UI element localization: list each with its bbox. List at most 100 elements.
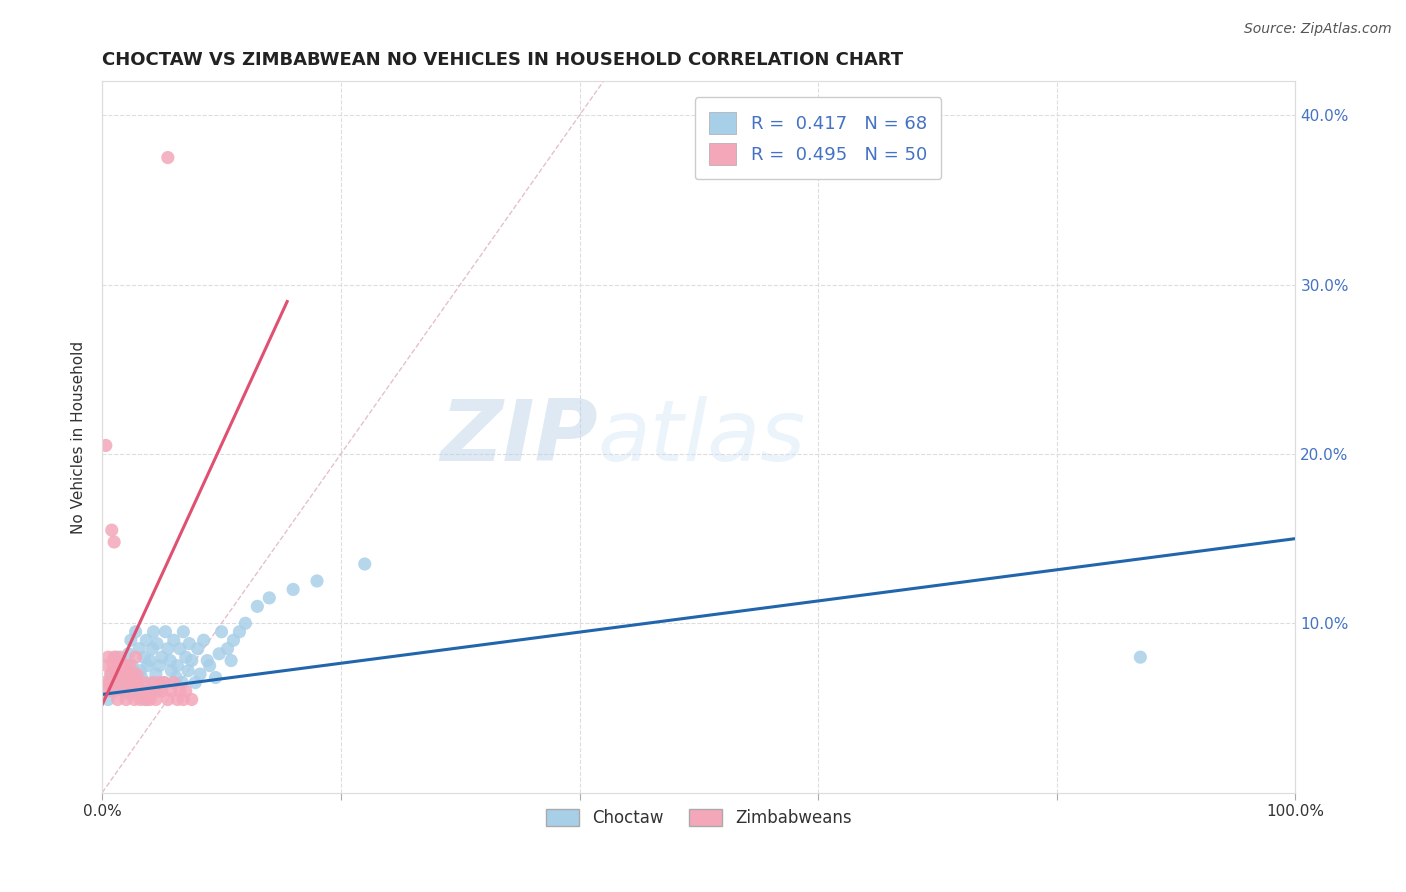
Point bbox=[132, 650, 155, 665]
Point bbox=[100, 667, 122, 681]
Point bbox=[235, 616, 257, 631]
Point bbox=[131, 671, 153, 685]
Point bbox=[169, 684, 191, 698]
Point bbox=[172, 624, 194, 639]
Point bbox=[103, 650, 125, 665]
Point bbox=[103, 535, 125, 549]
Point bbox=[219, 654, 242, 668]
Point bbox=[150, 684, 173, 698]
Point bbox=[97, 650, 120, 665]
Point bbox=[150, 650, 173, 665]
Point bbox=[110, 675, 132, 690]
Point bbox=[136, 684, 159, 698]
Point bbox=[139, 654, 162, 668]
Point bbox=[142, 675, 165, 690]
Point bbox=[193, 633, 215, 648]
Point bbox=[217, 641, 239, 656]
Point bbox=[259, 591, 281, 605]
Point bbox=[98, 675, 121, 690]
Point bbox=[148, 684, 170, 698]
Point bbox=[124, 624, 146, 639]
Point bbox=[159, 654, 181, 668]
Point bbox=[169, 641, 191, 656]
Point bbox=[211, 624, 233, 639]
Point bbox=[124, 692, 146, 706]
Point bbox=[124, 650, 146, 665]
Point bbox=[153, 675, 176, 690]
Point bbox=[107, 692, 129, 706]
Text: atlas: atlas bbox=[598, 395, 806, 478]
Point bbox=[195, 654, 218, 668]
Point bbox=[122, 675, 145, 690]
Point bbox=[100, 667, 122, 681]
Point bbox=[94, 438, 117, 452]
Point bbox=[111, 675, 134, 690]
Point bbox=[117, 647, 139, 661]
Point bbox=[111, 667, 134, 681]
Point bbox=[145, 692, 167, 706]
Point bbox=[118, 658, 141, 673]
Point bbox=[184, 675, 207, 690]
Point bbox=[172, 675, 194, 690]
Point bbox=[155, 624, 177, 639]
Point bbox=[120, 684, 142, 698]
Point bbox=[103, 684, 125, 698]
Point bbox=[127, 675, 149, 690]
Point bbox=[104, 675, 127, 690]
Point bbox=[141, 684, 163, 698]
Point bbox=[121, 667, 143, 681]
Point bbox=[180, 654, 202, 668]
Point bbox=[108, 650, 131, 665]
Point bbox=[148, 658, 170, 673]
Point bbox=[129, 692, 152, 706]
Point bbox=[131, 684, 153, 698]
Point bbox=[100, 523, 122, 537]
Point bbox=[156, 151, 179, 165]
Point bbox=[120, 633, 142, 648]
Point bbox=[121, 658, 143, 673]
Point bbox=[208, 647, 231, 661]
Point bbox=[139, 675, 162, 690]
Point bbox=[153, 675, 176, 690]
Point bbox=[105, 650, 128, 665]
Point bbox=[100, 684, 122, 698]
Text: Source: ZipAtlas.com: Source: ZipAtlas.com bbox=[1244, 22, 1392, 37]
Point bbox=[125, 667, 148, 681]
Point bbox=[246, 599, 269, 614]
Point bbox=[117, 671, 139, 685]
Point bbox=[222, 633, 245, 648]
Point bbox=[160, 664, 183, 678]
Point bbox=[139, 692, 162, 706]
Y-axis label: No Vehicles in Household: No Vehicles in Household bbox=[72, 341, 86, 533]
Point bbox=[148, 675, 170, 690]
Point bbox=[156, 692, 179, 706]
Point bbox=[281, 582, 304, 597]
Text: ZIP: ZIP bbox=[440, 395, 598, 478]
Point bbox=[101, 658, 124, 673]
Point bbox=[117, 667, 139, 681]
Point bbox=[177, 664, 200, 678]
Point bbox=[145, 667, 167, 681]
Point bbox=[97, 692, 120, 706]
Point bbox=[146, 637, 169, 651]
Point bbox=[135, 633, 157, 648]
Point bbox=[174, 650, 197, 665]
Point bbox=[1129, 650, 1152, 665]
Point bbox=[129, 664, 152, 678]
Point bbox=[112, 684, 135, 698]
Point bbox=[163, 633, 186, 648]
Point bbox=[187, 641, 209, 656]
Point bbox=[141, 641, 163, 656]
Point bbox=[305, 574, 328, 588]
Point bbox=[228, 624, 250, 639]
Point bbox=[105, 667, 128, 681]
Point bbox=[108, 664, 131, 678]
Point bbox=[132, 675, 155, 690]
Point bbox=[118, 688, 141, 702]
Point bbox=[112, 684, 135, 698]
Point bbox=[136, 658, 159, 673]
Point bbox=[143, 684, 166, 698]
Point bbox=[122, 675, 145, 690]
Point bbox=[128, 641, 150, 656]
Point bbox=[127, 681, 149, 695]
